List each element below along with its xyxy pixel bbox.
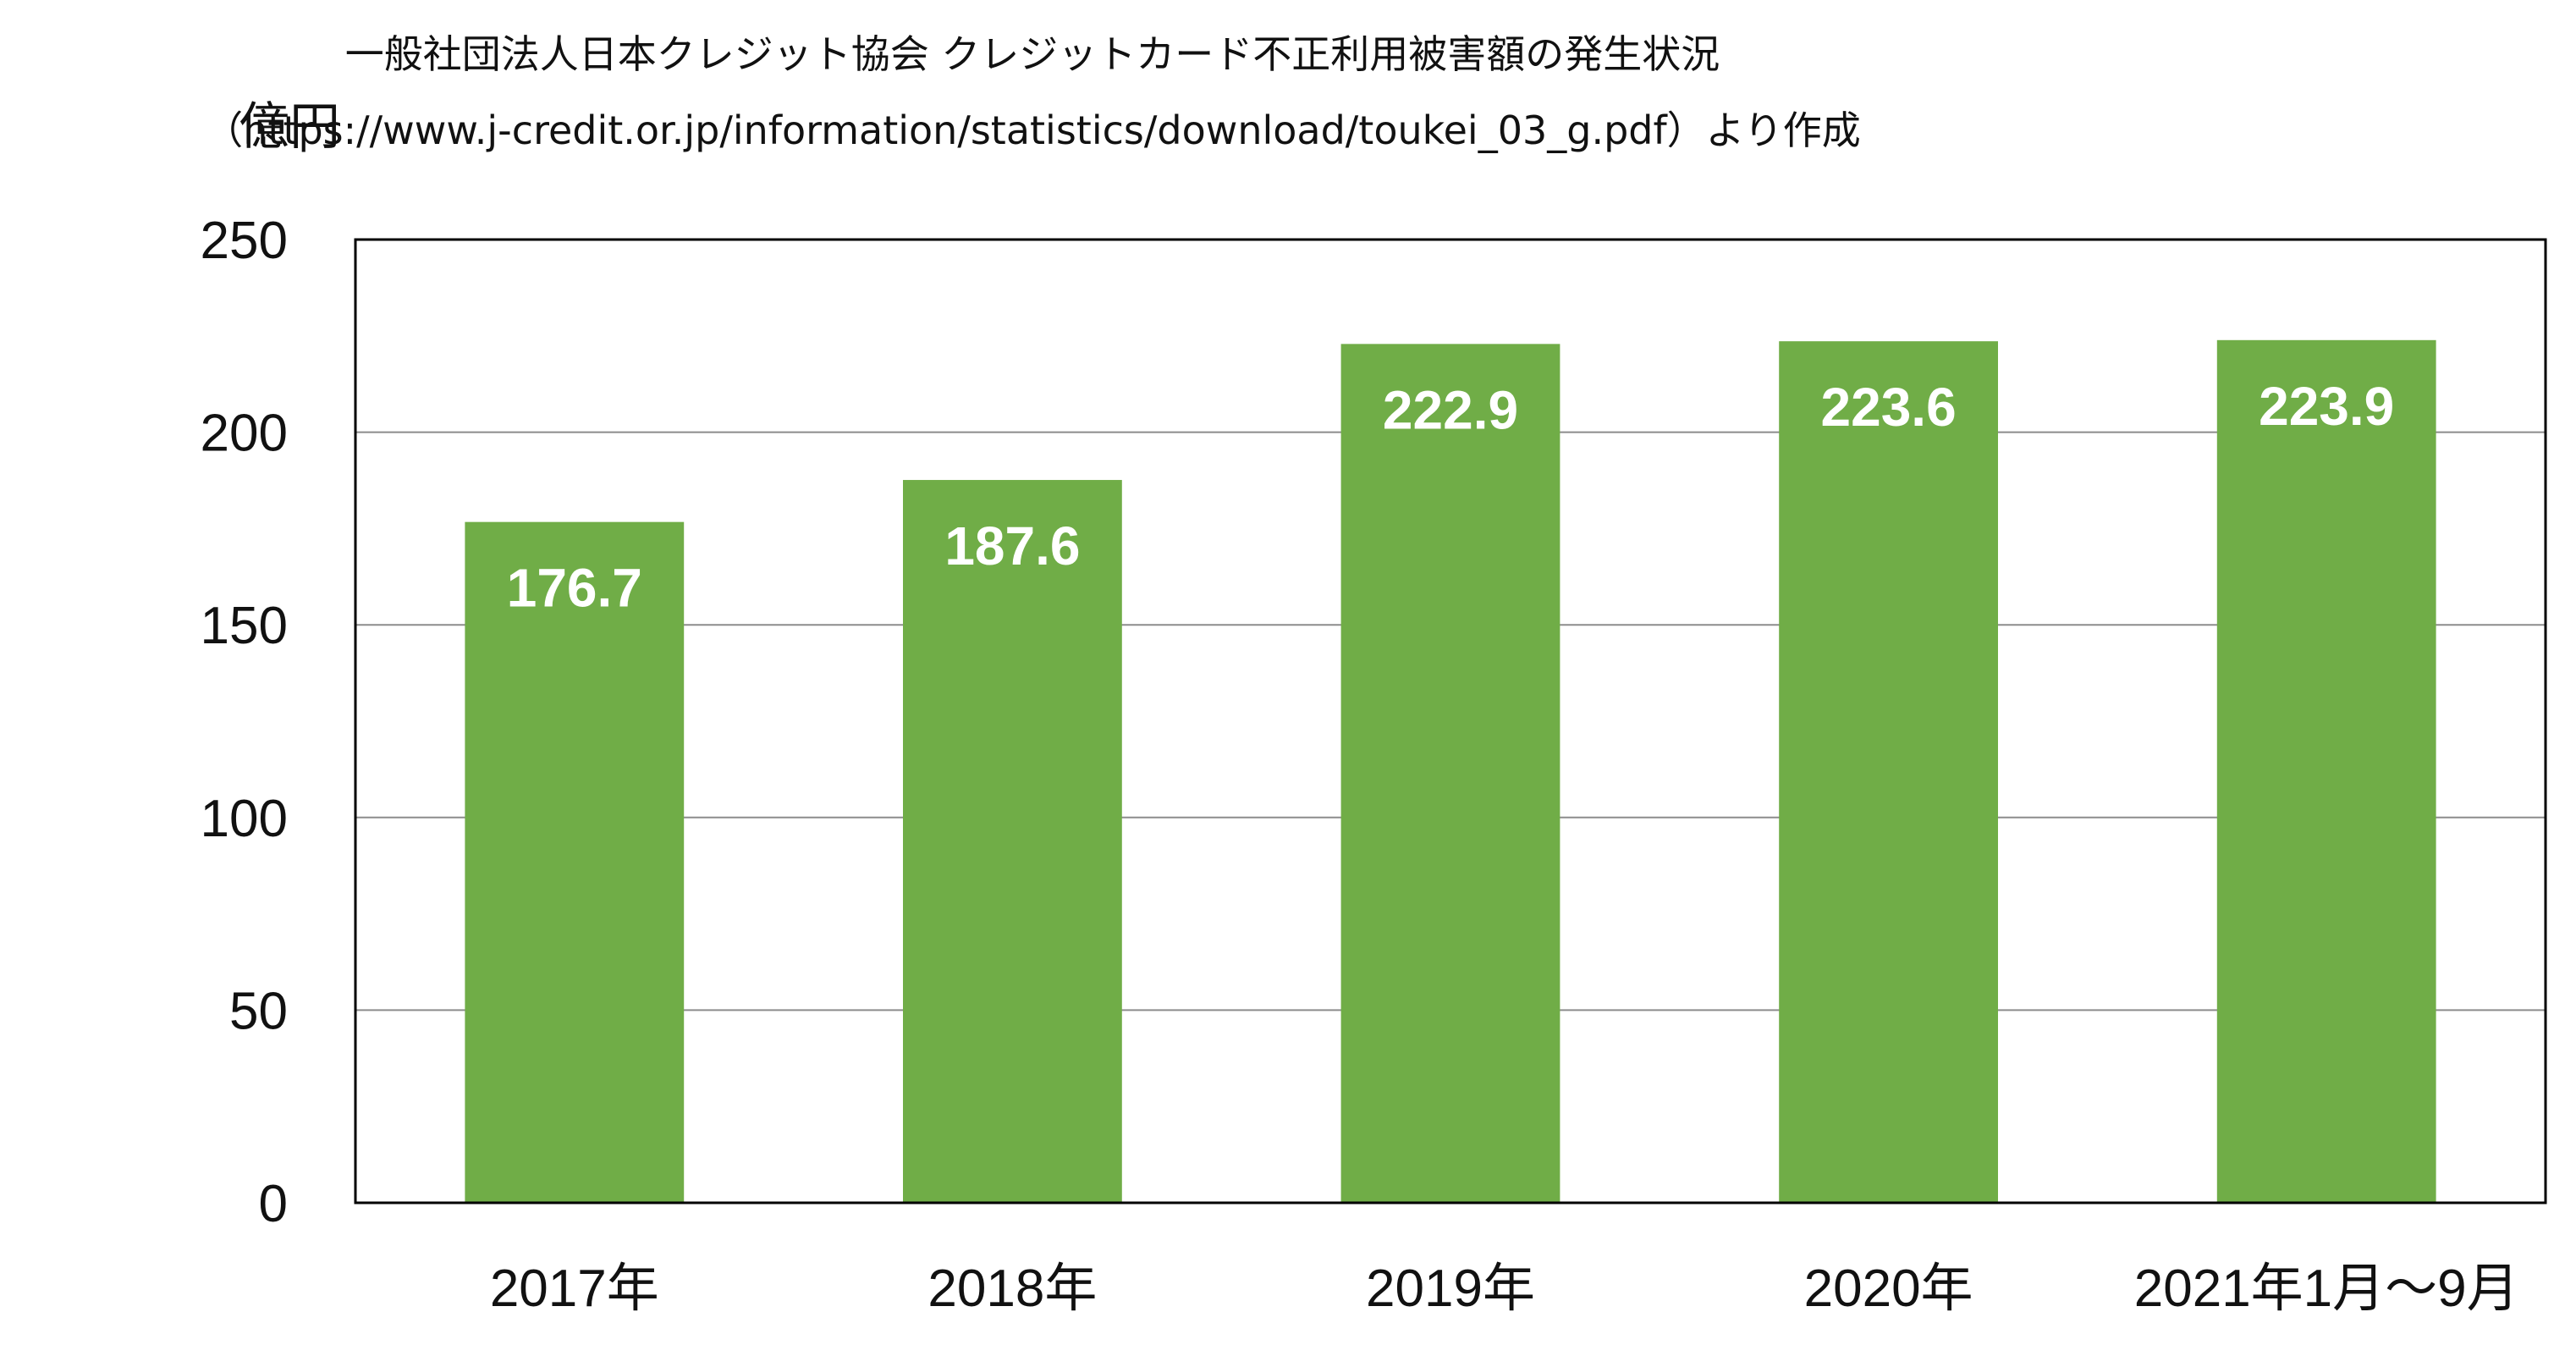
bar-value-label: 222.9 <box>1383 379 1518 440</box>
bar-value-label: 176.7 <box>507 558 642 619</box>
bar-value-label: 187.6 <box>944 515 1080 576</box>
bar-value-label: 223.6 <box>1821 377 1957 438</box>
y-tick-label: 250 <box>201 212 288 270</box>
x-category-label: 2018年 <box>927 1260 1097 1318</box>
bar-value-label: 223.9 <box>2259 376 2394 437</box>
y-axis-unit-label: 億円 <box>239 97 340 157</box>
x-category-label: 2020年 <box>1804 1260 1973 1318</box>
plot-area-frame <box>354 238 2547 1204</box>
x-category-label: 2019年 <box>1366 1260 1535 1318</box>
y-tick-label: 50 <box>229 982 288 1040</box>
chart-subtitle: （https://www.j-credit.or.jp/information/… <box>204 107 1861 153</box>
y-tick-label: 200 <box>201 405 288 463</box>
x-category-label: 2021年1月～9月 <box>2134 1260 2519 1318</box>
x-category-label: 2017年 <box>490 1260 659 1318</box>
chart-title: 一般社団法人日本クレジット協会 クレジットカード不正利用被害額の発生状況 <box>345 31 1720 77</box>
x-axis-categories: 2017年 2018年 2019年 2020年 2021年1月～9月 <box>490 1260 2519 1318</box>
bars <box>465 339 2436 1203</box>
bar <box>903 480 1122 1203</box>
y-tick-label: 0 <box>259 1175 288 1233</box>
bar <box>2216 339 2436 1203</box>
bar <box>465 521 685 1203</box>
y-tick-label: 100 <box>201 790 288 848</box>
y-tick-label: 150 <box>201 597 288 655</box>
bar <box>1340 344 1560 1203</box>
bar-value-labels: 176.7 187.6 222.9 223.6 223.9 <box>507 376 2395 619</box>
bar <box>1779 341 1998 1203</box>
y-axis-ticks: 0 50 100 150 200 250 <box>201 212 288 1233</box>
